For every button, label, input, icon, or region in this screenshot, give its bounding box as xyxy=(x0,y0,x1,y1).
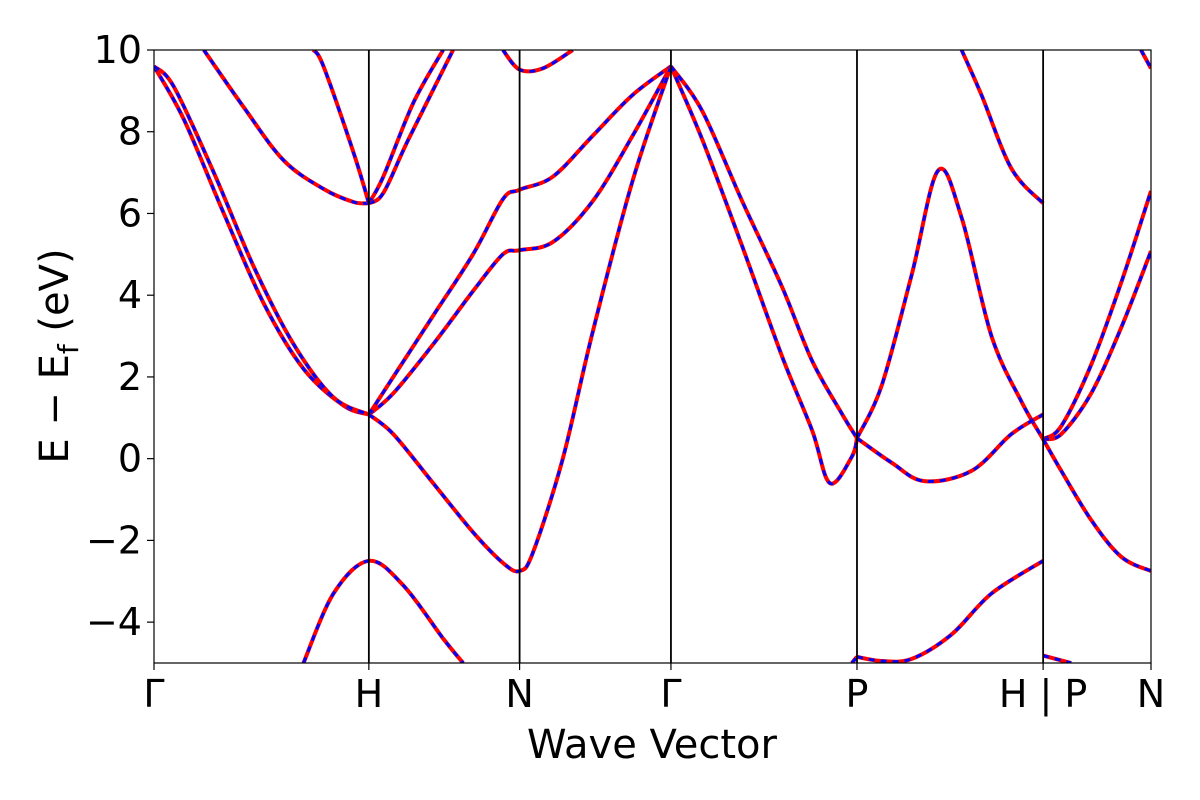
y-tick-label: 6 xyxy=(118,191,142,235)
bands-group xyxy=(154,50,1151,663)
y-axis-title-unit: (eV) xyxy=(32,248,78,344)
band-14-solid xyxy=(855,166,1045,441)
band-16-dashed xyxy=(960,50,1045,205)
plot-area-background xyxy=(154,50,1151,663)
y-tick-label: 2 xyxy=(118,355,142,399)
y-axis-title: E − Ef (eV) xyxy=(32,248,85,463)
band-4-dashed xyxy=(367,65,673,416)
x-tick-label: H | P xyxy=(999,672,1087,717)
y-axis-title-subscript: f xyxy=(52,343,85,354)
y-axis-ticks: −4 −2 0 2 4 6 8 10 xyxy=(86,28,154,644)
band-7-solid xyxy=(367,50,445,205)
band-6-dashed xyxy=(367,65,673,573)
band-17-dashed xyxy=(856,559,1044,663)
band-9-dashed xyxy=(312,50,371,204)
x-tick-label: Γ xyxy=(660,672,681,716)
band-3-dashed xyxy=(202,50,370,205)
band-5-solid xyxy=(367,64,673,416)
band-1-dashed xyxy=(154,65,370,416)
x-tick-label: N xyxy=(505,672,533,716)
band-11-dashed xyxy=(501,50,574,73)
band-10-dashed xyxy=(302,559,465,663)
y-tick-label: −4 xyxy=(86,600,142,644)
high-symmetry-lines xyxy=(367,50,1045,663)
band-21-solid xyxy=(1041,438,1151,573)
band-19-dashed xyxy=(1042,190,1151,441)
x-tick-label: N xyxy=(1137,672,1165,716)
band-13-dashed xyxy=(669,65,859,439)
band-8-solid xyxy=(367,50,455,206)
x-axis-ticks: Γ H N Γ P H | P N xyxy=(143,663,1165,717)
x-tick-label: Γ xyxy=(143,672,164,716)
band-12-dashed xyxy=(669,65,859,486)
y-tick-label: 8 xyxy=(118,110,142,154)
band-23-dashed xyxy=(1139,50,1151,70)
plot-frame xyxy=(153,49,1152,664)
y-tick-label: 10 xyxy=(94,28,142,72)
band-2-dashed xyxy=(154,65,370,416)
y-tick-label: 4 xyxy=(118,273,142,317)
y-axis-title-main: E − E xyxy=(32,354,78,464)
y-tick-label: 0 xyxy=(118,437,142,481)
x-axis-title: Wave Vector xyxy=(527,722,778,768)
band-20-dashed xyxy=(1042,250,1151,441)
y-tick-label: −2 xyxy=(86,518,142,562)
x-tick-label: H xyxy=(355,672,384,716)
band-15-dashed xyxy=(856,413,1044,483)
x-tick-label: P xyxy=(846,672,869,716)
